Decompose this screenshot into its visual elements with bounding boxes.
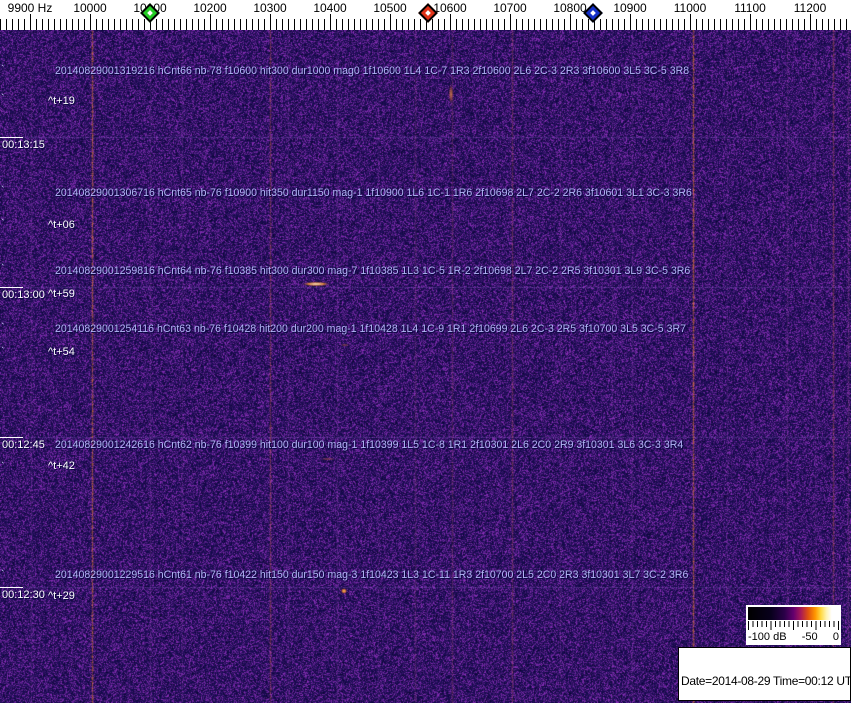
time-tick [0,137,23,138]
detection-second-mark: ^t+29 [48,590,75,602]
detection-line: 20140829001259816 hCnt64 nb-76 f10385 hi… [55,265,690,277]
time-label: 00:13:15 [2,139,45,151]
colorbar-gradient [748,607,839,620]
detection-line: 20140829001306716 hCnt65 nb-76 f10900 hi… [55,187,692,199]
row-tick-mark: ` [1,461,5,473]
detection-second-mark: ^t+42 [48,460,75,472]
row-tick-mark: ` [1,346,5,358]
detection-second-mark: ^t+06 [48,219,75,231]
colorbar-label-mid: -50 [802,631,818,643]
detection-second-mark: ^t+19 [48,95,75,107]
time-tick [0,287,23,288]
time-label: 00:13:00 [2,289,45,301]
time-tick [0,587,23,588]
status-info-box: Date=2014-08-29 Time=00:12 UTC Freq=143 … [678,647,851,701]
row-tick-mark: ` [1,64,5,76]
intensity-colorbar: -100 dB -50 0 [746,605,841,645]
detection-line: 20140829001254116 hCnt63 nb-76 f10428 hi… [55,323,686,335]
colorbar-ticks [748,621,839,630]
row-tick-mark: ` [1,263,5,275]
colorbar-label-min: -100 dB [748,631,787,643]
row-tick-mark: ` [1,185,5,197]
detection-second-mark: ^t+54 [48,346,75,358]
time-label: 00:12:45 [2,439,45,451]
row-tick-mark: ` [1,218,5,230]
detection-line: 20140829001319216 hCnt66 nb-78 f10600 hi… [55,65,689,77]
spectrogram-overlay: 00:13:15 00:13:00 00:12:45 00:12:30 2014… [0,0,851,703]
colorbar-label-max: 0 [833,631,839,643]
info-date-line: Date=2014-08-29 Time=00:12 UTC [681,675,850,688]
time-tick [0,437,23,438]
row-tick-mark: ` [1,322,5,334]
detection-second-mark: ^t+59 [48,288,75,300]
detection-line: 20140829001229516 hCnt61 nb-76 f10422 hi… [55,569,688,581]
detection-line: 20140829001242616 hCnt62 nb-76 f10399 hi… [55,439,683,451]
time-label: 00:12:30 [2,589,45,601]
colorbar-labels: -100 dB -50 0 [748,631,839,643]
row-tick-mark: ` [1,591,5,603]
row-tick-mark: ` [1,93,5,105]
row-tick-mark: ` [1,569,5,581]
meteor-echo-monitor-window: 9900 Hz 10000 10100 10200 10300 10400 10… [0,0,851,703]
